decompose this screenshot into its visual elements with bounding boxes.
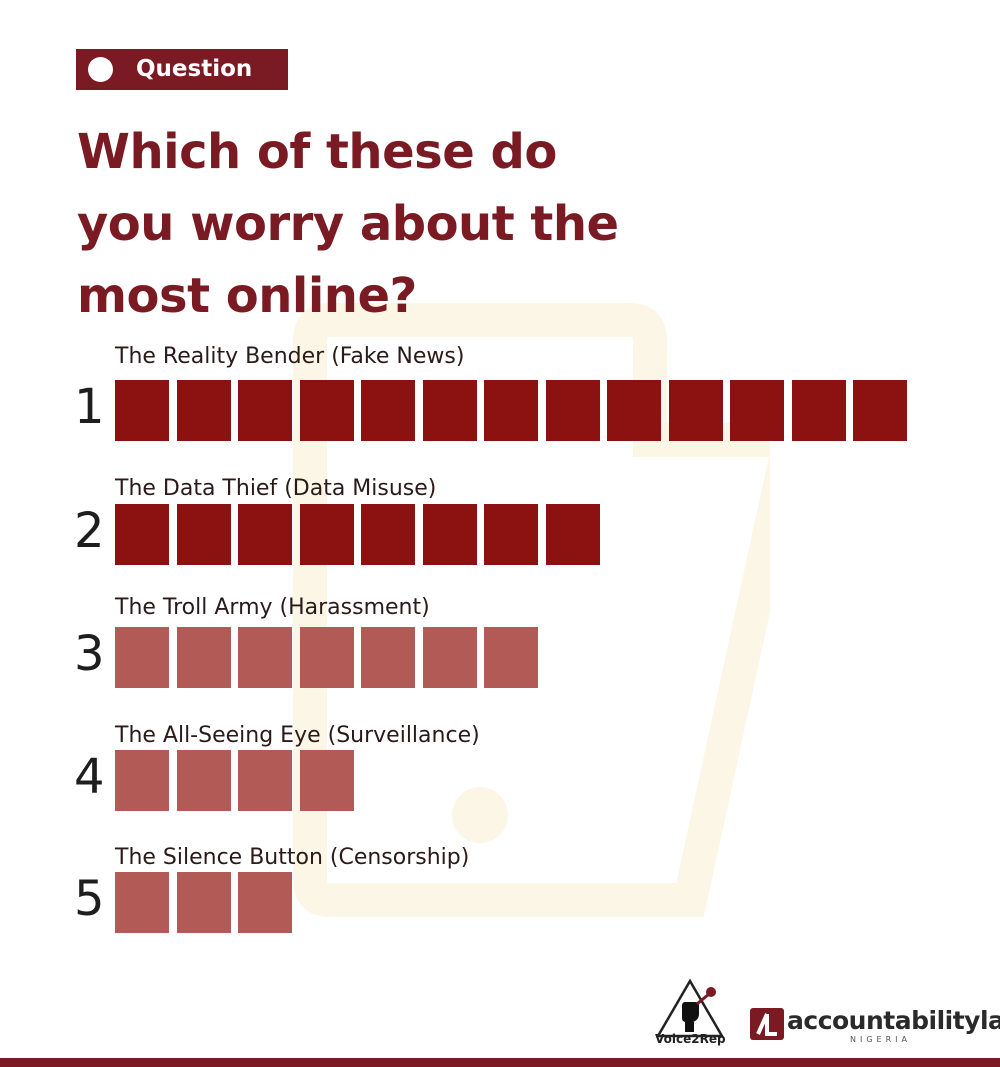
bar-square-1-6 bbox=[423, 380, 477, 441]
rank-number-5: 5 bbox=[74, 871, 105, 927]
item-label-3: The Troll Army (Harassment) bbox=[115, 595, 430, 620]
accountabilitylab-name: accountabilitylab bbox=[787, 1006, 1000, 1035]
bar-square-3-1 bbox=[115, 627, 169, 688]
bar-square-2-4 bbox=[300, 504, 354, 565]
bar-square-1-8 bbox=[546, 380, 600, 441]
bar-square-1-13 bbox=[853, 380, 907, 441]
bar-square-1-2 bbox=[177, 380, 231, 441]
voice2rep-label: Voice2Rep bbox=[655, 1032, 726, 1046]
accountabilitylab-sub: NIGERIA bbox=[850, 1035, 911, 1044]
bar-square-2-8 bbox=[546, 504, 600, 565]
rank-number-3: 3 bbox=[74, 626, 105, 682]
badge-label: Question bbox=[136, 56, 253, 82]
bar-square-1-9 bbox=[607, 380, 661, 441]
bar-square-4-4 bbox=[300, 750, 354, 811]
question-title: Which of these do you worry about the mo… bbox=[77, 124, 619, 324]
question-badge: Question bbox=[76, 49, 288, 90]
bar-square-5-3 bbox=[238, 872, 292, 933]
bar-square-2-6 bbox=[423, 504, 477, 565]
item-label-4: The All-Seeing Eye (Surveillance) bbox=[115, 723, 480, 748]
bar-square-1-5 bbox=[361, 380, 415, 441]
bar-square-1-11 bbox=[730, 380, 784, 441]
rank-number-4: 4 bbox=[74, 749, 105, 805]
item-label-1: The Reality Bender (Fake News) bbox=[115, 344, 465, 369]
bar-square-1-3 bbox=[238, 380, 292, 441]
bar-square-1-4 bbox=[300, 380, 354, 441]
raised-fist-microphone-icon bbox=[655, 978, 725, 1038]
bar-square-3-3 bbox=[238, 627, 292, 688]
bar-square-5-1 bbox=[115, 872, 169, 933]
item-label-5: The Silence Button (Censorship) bbox=[115, 845, 470, 870]
partner-logos: Voice2Rep accountabilitylab NIGERIA bbox=[655, 978, 1000, 1050]
bar-square-2-1 bbox=[115, 504, 169, 565]
bar-square-2-7 bbox=[484, 504, 538, 565]
bar-square-2-3 bbox=[238, 504, 292, 565]
accountabilitylab-mark-icon bbox=[750, 1008, 784, 1040]
bar-square-5-2 bbox=[177, 872, 231, 933]
rank-number-1: 1 bbox=[74, 379, 105, 435]
bar-square-3-5 bbox=[361, 627, 415, 688]
bar-square-1-12 bbox=[792, 380, 846, 441]
bar-square-2-2 bbox=[177, 504, 231, 565]
badge-dot-icon bbox=[88, 57, 113, 82]
bar-square-3-2 bbox=[177, 627, 231, 688]
bar-square-4-3 bbox=[238, 750, 292, 811]
bar-square-3-4 bbox=[300, 627, 354, 688]
rank-number-2: 2 bbox=[74, 503, 105, 559]
bar-square-3-7 bbox=[484, 627, 538, 688]
bar-square-1-10 bbox=[669, 380, 723, 441]
bar-square-2-5 bbox=[361, 504, 415, 565]
bar-square-1-7 bbox=[484, 380, 538, 441]
bottom-bar bbox=[0, 1058, 1000, 1067]
bar-square-3-6 bbox=[423, 627, 477, 688]
item-label-2: The Data Thief (Data Misuse) bbox=[115, 476, 437, 501]
bar-square-1-1 bbox=[115, 380, 169, 441]
bar-square-4-2 bbox=[177, 750, 231, 811]
bar-square-4-1 bbox=[115, 750, 169, 811]
